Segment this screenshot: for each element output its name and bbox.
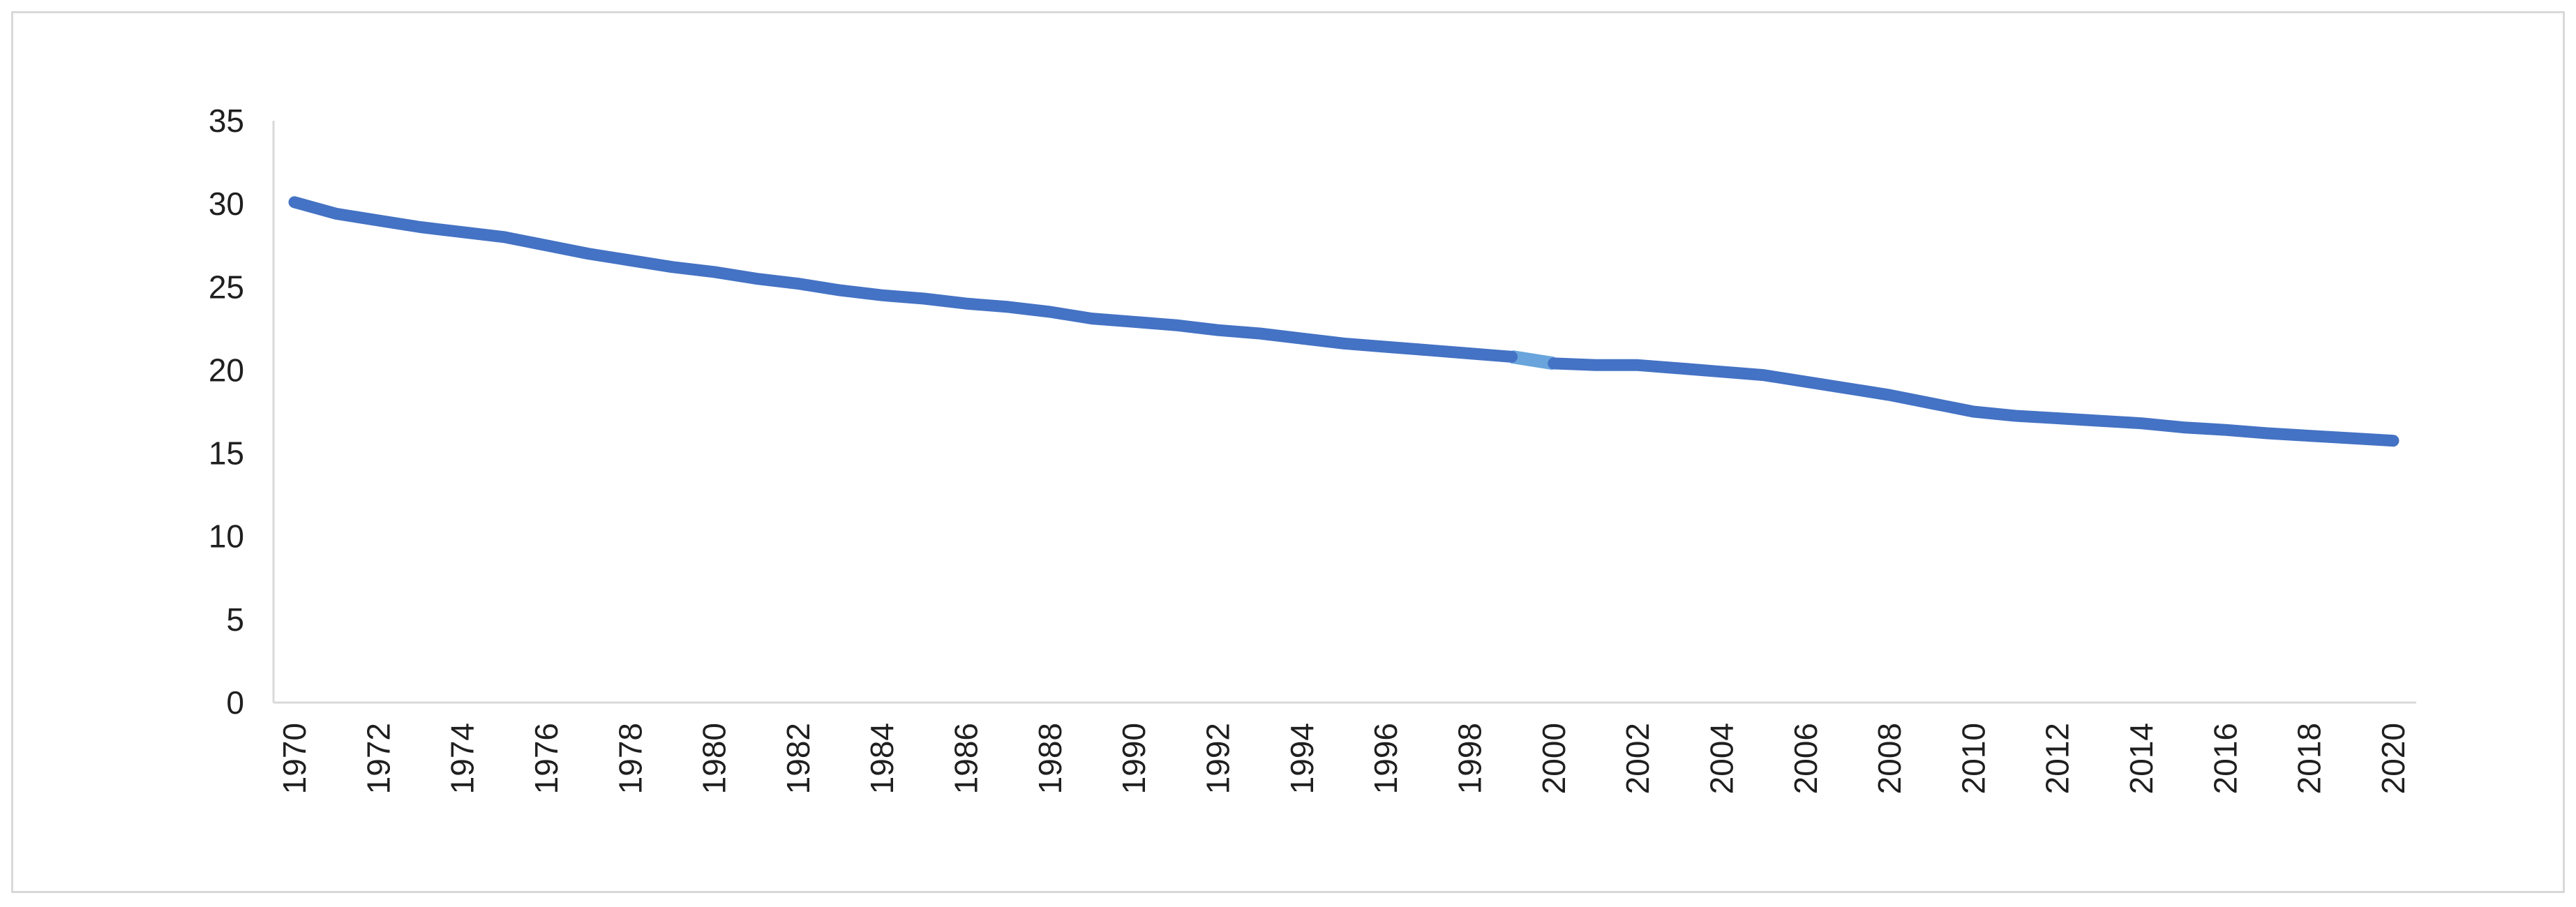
x-tick-label: 2014 xyxy=(2123,723,2159,794)
x-tick-label: 1996 xyxy=(1368,723,1404,794)
x-tick-label: 1970 xyxy=(276,723,313,794)
x-tick-label: 2006 xyxy=(1788,723,1824,794)
y-tick-label: 15 xyxy=(209,435,244,472)
y-tick-label: 20 xyxy=(209,352,244,388)
y-tick-label: 0 xyxy=(226,684,244,721)
x-tick-label: 2020 xyxy=(2375,723,2411,794)
x-tick-label: 1994 xyxy=(1284,723,1320,794)
x-tick-label: 2004 xyxy=(1703,723,1739,794)
x-tick-label: 2016 xyxy=(2207,723,2243,794)
x-tick-label: 1972 xyxy=(360,723,396,794)
main-series-line xyxy=(288,196,2399,447)
x-tick-label: 1990 xyxy=(1116,723,1152,794)
x-tick-label: 1978 xyxy=(612,723,648,794)
chart-frame-border xyxy=(11,11,2565,893)
x-tick-label: 2000 xyxy=(1536,723,1572,794)
y-tick-label: 25 xyxy=(209,269,244,305)
x-tick-label: 2010 xyxy=(1955,723,1991,794)
y-tick-label: 30 xyxy=(209,186,244,222)
bridge-segment-line xyxy=(1511,350,1555,370)
x-tick-label: 1992 xyxy=(1200,723,1236,794)
x-tick-label: 1976 xyxy=(528,723,564,794)
x-tick-label: 2012 xyxy=(2039,723,2076,794)
x-tick-label: 1982 xyxy=(780,723,816,794)
y-tick-label: 5 xyxy=(226,601,244,638)
x-tick-label: 1988 xyxy=(1032,723,1068,794)
x-tick-label: 2002 xyxy=(1619,723,1656,794)
x-tick-label: 1980 xyxy=(696,723,733,794)
x-tick-label: 2018 xyxy=(2291,723,2328,794)
y-tick-label: 10 xyxy=(209,518,244,555)
y-tick-label: 35 xyxy=(209,103,244,139)
x-tick-label: 1974 xyxy=(444,723,481,794)
x-tick-label: 1998 xyxy=(1451,723,1488,794)
x-tick-label: 1984 xyxy=(864,723,900,794)
x-tick-label: 1986 xyxy=(948,723,984,794)
x-tick-label: 2008 xyxy=(1871,723,1908,794)
